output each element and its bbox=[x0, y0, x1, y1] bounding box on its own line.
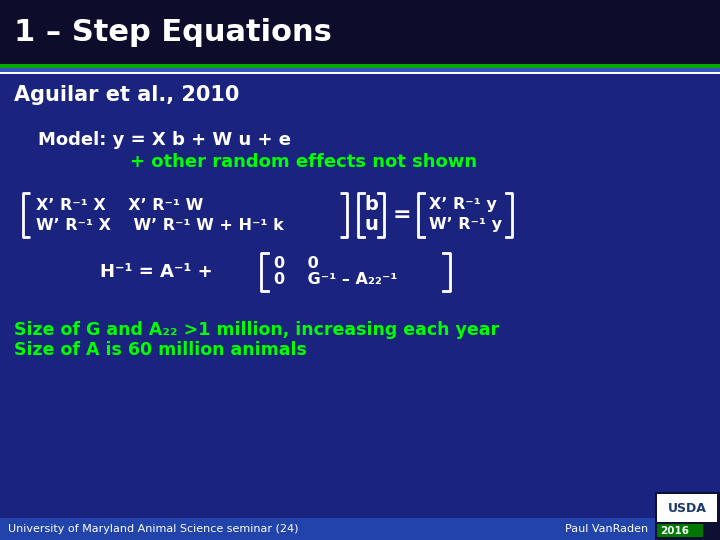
Bar bbox=[657, 524, 703, 537]
Text: W’ R⁻¹ y: W’ R⁻¹ y bbox=[429, 218, 502, 233]
Text: X’ R⁻¹ y: X’ R⁻¹ y bbox=[429, 198, 497, 213]
Bar bbox=[0, 68, 720, 72]
Text: u: u bbox=[364, 215, 378, 234]
Text: Size of A is 60 million animals: Size of A is 60 million animals bbox=[14, 341, 307, 359]
Bar bbox=[0, 72, 720, 74]
Text: H⁻¹ = A⁻¹ +: H⁻¹ = A⁻¹ + bbox=[100, 263, 212, 281]
Text: 0    G⁻¹ – A₂₂⁻¹: 0 G⁻¹ – A₂₂⁻¹ bbox=[274, 273, 397, 287]
Bar bbox=[655, 492, 720, 540]
Text: =: = bbox=[393, 205, 412, 225]
Text: Model: y = X b + W u + e: Model: y = X b + W u + e bbox=[38, 131, 291, 149]
Text: 2016: 2016 bbox=[660, 525, 689, 536]
Text: USDA: USDA bbox=[667, 502, 706, 515]
Text: X’ R⁻¹ X    X’ R⁻¹ W: X’ R⁻¹ X X’ R⁻¹ W bbox=[36, 198, 203, 213]
Text: b: b bbox=[364, 195, 378, 214]
Text: Aguilar et al., 2010: Aguilar et al., 2010 bbox=[14, 85, 239, 105]
Bar bbox=[0, 518, 720, 540]
Bar bbox=[657, 494, 717, 522]
Text: + other random effects not shown: + other random effects not shown bbox=[130, 153, 477, 171]
Text: University of Maryland Animal Science seminar (24): University of Maryland Animal Science se… bbox=[8, 524, 299, 534]
Bar bbox=[0, 64, 720, 68]
Text: 0    0: 0 0 bbox=[274, 256, 319, 272]
Text: Paul VanRaden: Paul VanRaden bbox=[565, 524, 648, 534]
Text: 1 – Step Equations: 1 – Step Equations bbox=[14, 18, 332, 47]
Text: W’ R⁻¹ X    W’ R⁻¹ W + H⁻¹ k: W’ R⁻¹ X W’ R⁻¹ W + H⁻¹ k bbox=[36, 218, 284, 233]
Bar bbox=[0, 0, 720, 65]
Text: Size of G and A₂₂ >1 million, increasing each year: Size of G and A₂₂ >1 million, increasing… bbox=[14, 321, 499, 339]
